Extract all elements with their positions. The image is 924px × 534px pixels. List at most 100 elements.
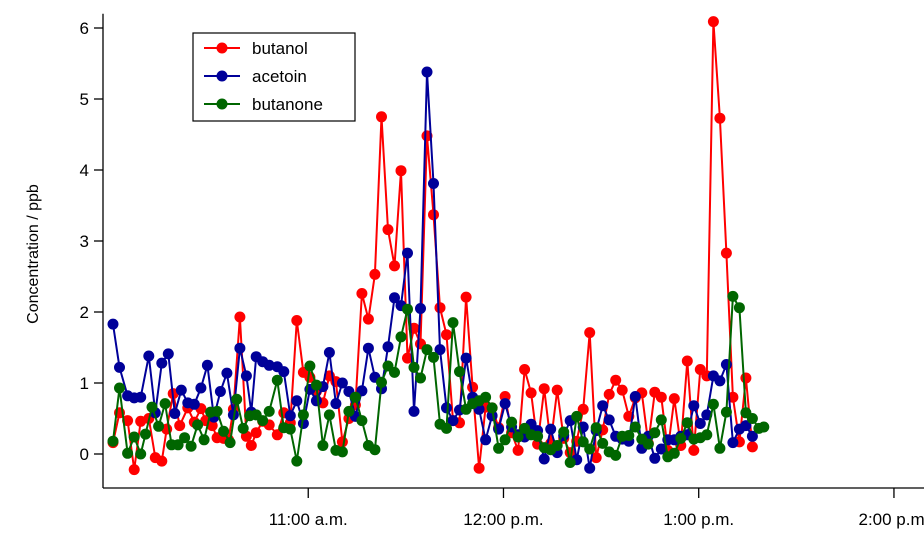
data-point-acetoin — [362, 342, 374, 354]
data-point-butanone — [172, 439, 184, 451]
data-point-butanone — [564, 457, 576, 468]
data-point-acetoin — [143, 350, 155, 362]
data-point-butanone — [642, 438, 654, 450]
data-point-butanol — [707, 16, 719, 28]
data-point-butanol — [174, 420, 186, 432]
data-point-butanone — [271, 374, 283, 386]
y-axis-label: Concentration / ppb — [25, 184, 42, 324]
data-point-butanol — [250, 427, 262, 439]
data-point-butanone — [714, 442, 726, 454]
data-point-butanol — [206, 420, 218, 432]
data-point-acetoin — [107, 318, 119, 330]
data-point-butanone — [159, 398, 171, 410]
data-point-butanone — [623, 430, 635, 441]
data-point-butanol — [720, 247, 732, 259]
data-point-butanone — [349, 391, 361, 403]
legend-marker — [216, 70, 228, 82]
data-point-butanone — [263, 405, 275, 417]
data-point-acetoin — [415, 303, 426, 314]
legend-label: acetoin — [252, 67, 307, 86]
data-point-butanone — [395, 331, 407, 343]
data-point-butanol — [402, 352, 413, 364]
data-point-acetoin — [740, 420, 752, 432]
data-point-butanone — [597, 437, 609, 449]
data-point-acetoin — [240, 370, 252, 382]
data-point-acetoin — [486, 410, 498, 422]
y-tick-label: 6 — [80, 19, 89, 38]
data-point-acetoin — [263, 359, 275, 371]
legend-item-acetoin: acetoin — [204, 67, 307, 86]
data-point-butanone — [304, 360, 316, 372]
data-point-butanone — [343, 405, 355, 417]
data-point-acetoin — [545, 423, 557, 435]
data-point-acetoin — [402, 247, 413, 259]
y-tick-label: 0 — [80, 445, 89, 464]
data-point-acetoin — [538, 453, 550, 465]
data-point-butanone — [758, 421, 770, 433]
y-tick-label: 3 — [80, 232, 89, 251]
data-point-butanol — [389, 260, 400, 272]
data-point-butanol — [362, 313, 374, 325]
data-point-butanone — [701, 429, 713, 441]
series-butanone — [107, 290, 770, 468]
data-point-acetoin — [603, 414, 615, 426]
data-point-acetoin — [175, 384, 187, 396]
data-point-butanone — [493, 442, 505, 454]
data-point-butanol — [128, 464, 140, 476]
data-point-butanol — [395, 165, 407, 177]
data-point-butanone — [532, 430, 544, 442]
data-point-acetoin — [434, 344, 446, 356]
data-point-butanone — [297, 409, 309, 421]
data-point-acetoin — [421, 66, 433, 78]
data-point-acetoin — [330, 398, 342, 410]
data-point-butanol — [603, 388, 615, 400]
data-point-butanol — [610, 374, 622, 386]
data-point-butanone — [610, 449, 622, 461]
data-point-acetoin — [629, 391, 641, 402]
data-point-butanone — [551, 440, 563, 451]
data-point-butanone — [454, 366, 465, 378]
data-point-butanone — [140, 428, 151, 440]
data-point-butanone — [218, 425, 230, 437]
data-point-butanone — [179, 432, 191, 444]
data-point-butanol — [441, 329, 452, 341]
data-point-butanone — [369, 444, 381, 456]
data-point-butanol — [655, 391, 667, 403]
data-point-acetoin — [382, 341, 394, 353]
data-point-butanone — [408, 361, 420, 373]
legend-label: butanol — [252, 39, 308, 58]
data-point-butanone — [655, 414, 667, 426]
data-point-butanone — [571, 410, 583, 422]
data-point-butanone — [198, 434, 210, 446]
data-point-butanone — [291, 455, 303, 467]
data-point-butanol — [681, 355, 693, 367]
data-point-acetoin — [408, 405, 420, 417]
data-point-acetoin — [323, 347, 335, 358]
x-tick-label: 12:00 p.m. — [463, 510, 543, 529]
data-point-butanone — [441, 422, 452, 434]
data-point-butanol — [584, 327, 596, 339]
data-point-butanone — [590, 422, 602, 434]
data-point-acetoin — [135, 391, 147, 403]
data-point-butanol — [551, 384, 563, 396]
data-point-butanol — [234, 311, 246, 323]
data-point-butanone — [428, 351, 439, 363]
data-point-butanol — [538, 383, 550, 395]
data-point-butanone — [135, 448, 147, 460]
data-point-butanone — [720, 406, 732, 418]
data-point-butanol — [356, 288, 368, 299]
data-point-acetoin — [201, 359, 213, 371]
data-point-acetoin — [480, 434, 492, 446]
x-tick-label: 1:00 p.m. — [663, 510, 734, 529]
data-point-butanone — [114, 382, 125, 394]
data-point-acetoin — [746, 430, 758, 442]
data-point-butanone — [480, 391, 492, 403]
data-point-acetoin — [447, 415, 459, 427]
data-point-acetoin — [114, 361, 125, 373]
data-point-butanone — [499, 434, 511, 446]
data-point-butanol — [519, 364, 531, 375]
x-tick-label: 2:00 p.m. — [859, 510, 924, 529]
data-point-butanone — [211, 405, 223, 417]
data-point-butanone — [376, 376, 387, 388]
data-point-acetoin — [169, 408, 181, 419]
